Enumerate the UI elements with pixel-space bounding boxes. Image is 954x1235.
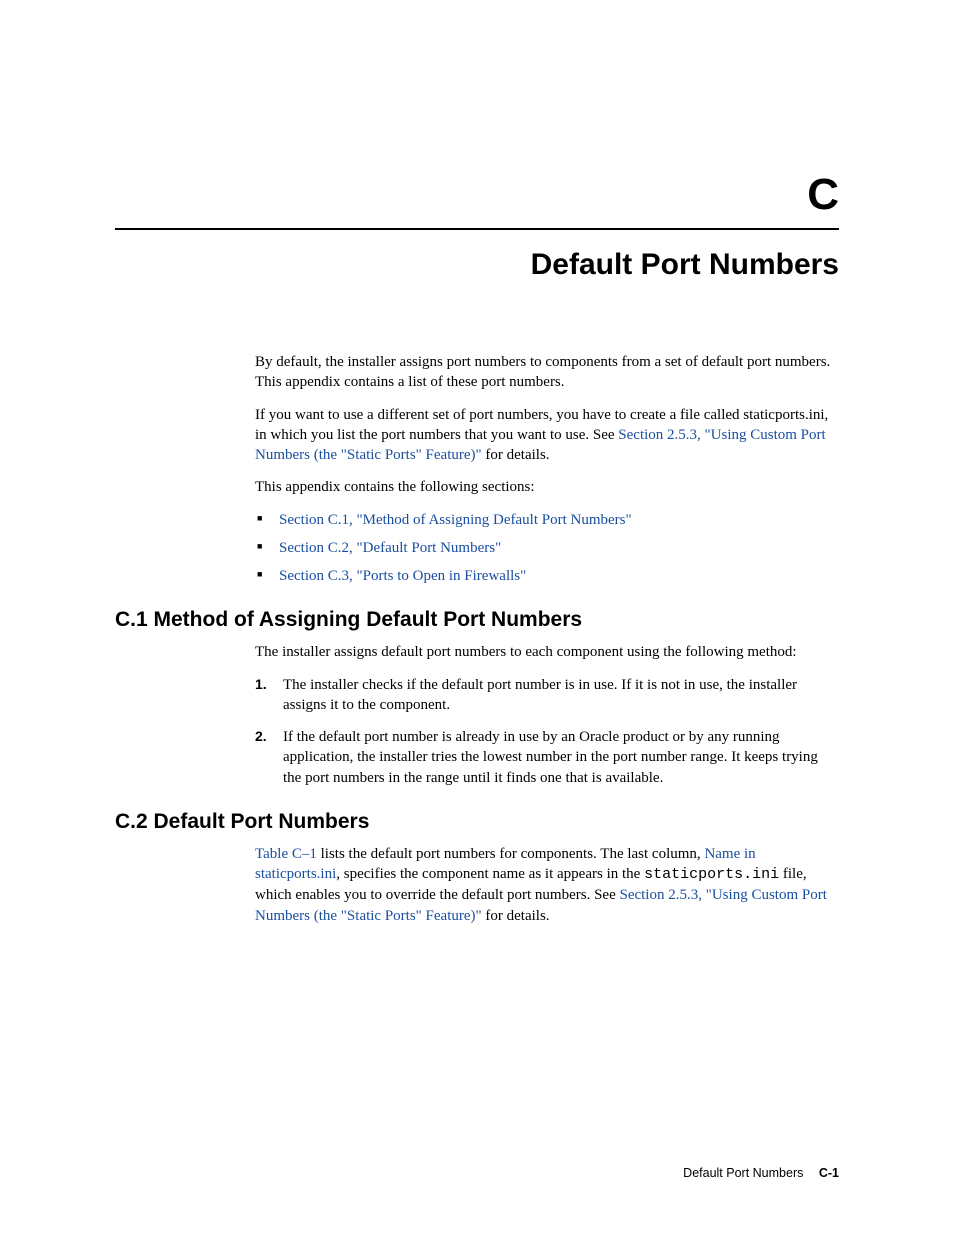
- footer-page-number: C-1: [819, 1166, 839, 1180]
- intro-block: By default, the installer assigns port n…: [255, 352, 839, 586]
- footer-title: Default Port Numbers: [683, 1166, 803, 1180]
- title-rule: [115, 228, 839, 230]
- toc-item-c1: Section C.1, "Method of Assigning Defaul…: [255, 510, 839, 530]
- c1-paragraph-1: The installer assigns default port numbe…: [255, 642, 839, 662]
- toc-list: Section C.1, "Method of Assigning Defaul…: [255, 510, 839, 587]
- c2-paragraph-1: Table C–1 lists the default port numbers…: [255, 844, 839, 926]
- heading-c2: C.2 Default Port Numbers: [115, 810, 839, 834]
- appendix-letter: C: [115, 170, 839, 220]
- heading-c1: C.1 Method of Assigning Default Port Num…: [115, 608, 839, 632]
- step-number-1: 1.: [255, 675, 267, 694]
- step-text-2: If the default port number is already in…: [283, 729, 818, 786]
- intro-paragraph-3: This appendix contains the following sec…: [255, 477, 839, 497]
- step-number-2: 2.: [255, 727, 267, 746]
- toc-item-c3: Section C.3, "Ports to Open in Firewalls…: [255, 566, 839, 586]
- mono-staticports: staticports.ini: [644, 866, 779, 883]
- c1-step-1: 1. The installer checks if the default p…: [255, 675, 839, 716]
- link-section-c1[interactable]: Section C.1, "Method of Assigning Defaul…: [279, 512, 632, 528]
- link-section-c3[interactable]: Section C.3, "Ports to Open in Firewalls…: [279, 568, 526, 584]
- step-text-1: The installer checks if the default port…: [283, 677, 797, 713]
- c2-text-d: for details.: [482, 908, 550, 924]
- page-footer: Default Port Numbers C-1: [683, 1166, 839, 1180]
- link-table-c1[interactable]: Table C–1: [255, 846, 317, 862]
- intro-paragraph-2: If you want to use a different set of po…: [255, 405, 839, 466]
- c2-body: Table C–1 lists the default port numbers…: [255, 844, 839, 926]
- c1-body: The installer assigns default port numbe…: [255, 642, 839, 788]
- toc-item-c2: Section C.2, "Default Port Numbers": [255, 538, 839, 558]
- c1-step-2: 2. If the default port number is already…: [255, 727, 839, 788]
- link-section-c2[interactable]: Section C.2, "Default Port Numbers": [279, 540, 501, 556]
- c1-steps: 1. The installer checks if the default p…: [255, 675, 839, 788]
- c2-text-b: , specifies the component name as it app…: [336, 866, 644, 882]
- chapter-title: Default Port Numbers: [115, 248, 839, 282]
- intro-paragraph-1: By default, the installer assigns port n…: [255, 352, 839, 393]
- intro-p2-text-b: for details.: [482, 447, 550, 463]
- c2-text-a: lists the default port numbers for compo…: [317, 846, 705, 862]
